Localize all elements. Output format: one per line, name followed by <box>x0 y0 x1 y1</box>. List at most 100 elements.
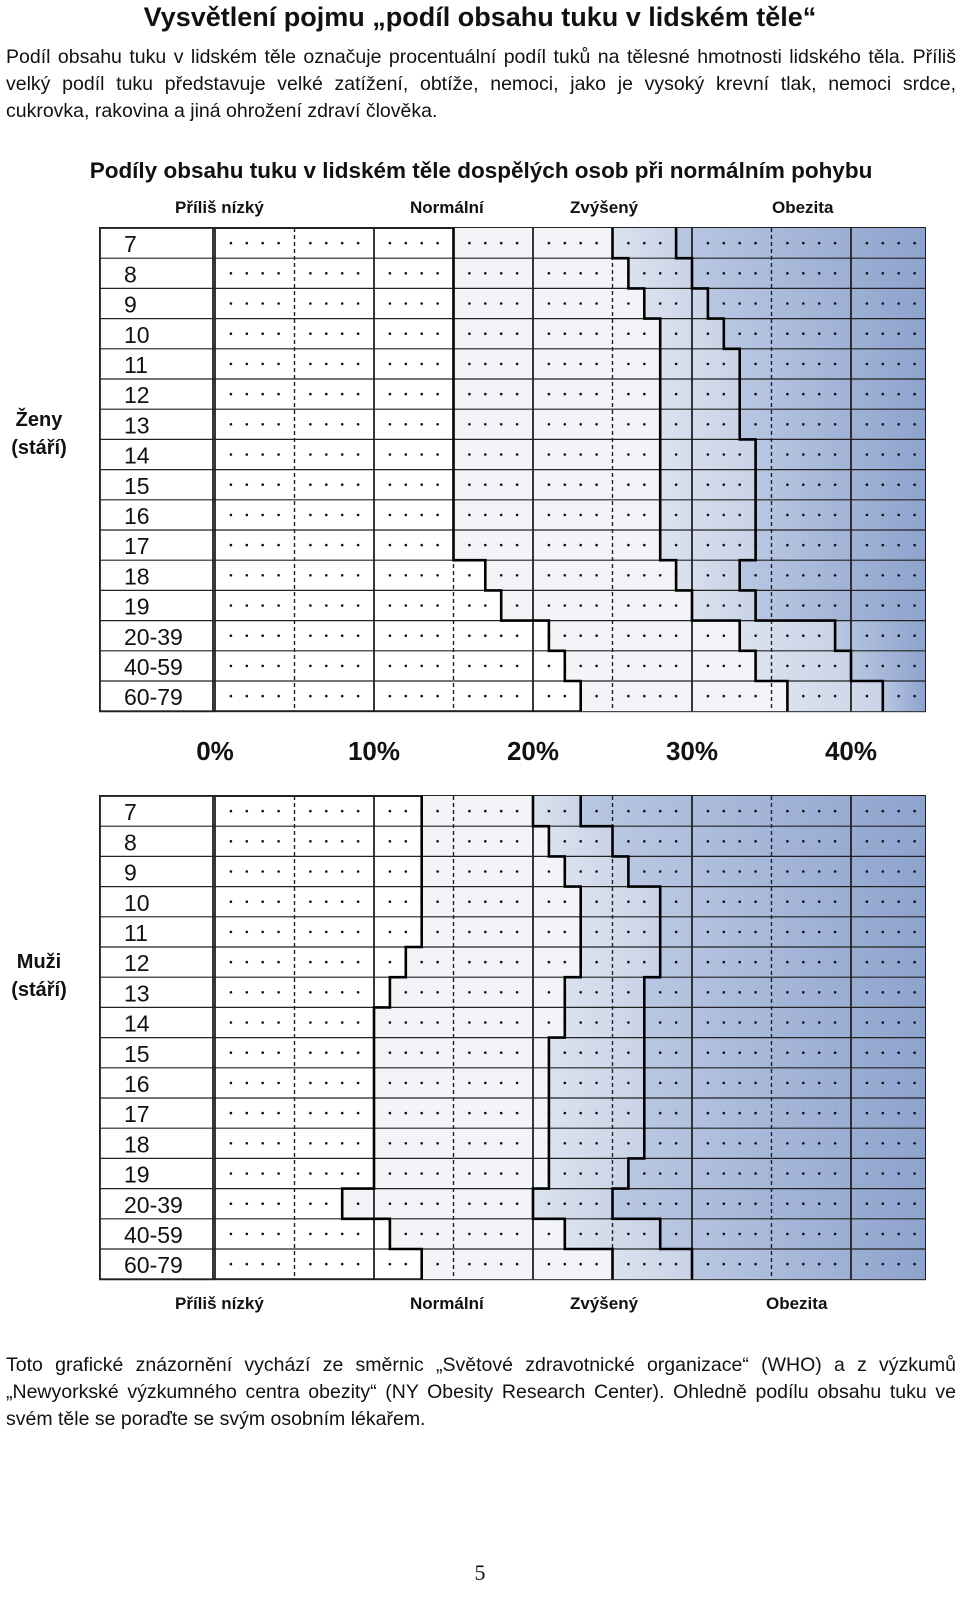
women-dot <box>245 332 249 335</box>
men-dot <box>722 840 726 843</box>
men-dot <box>817 900 821 903</box>
women-dot <box>754 634 757 637</box>
women-dot <box>388 513 392 517</box>
men-dot <box>420 1232 424 1236</box>
women-dot <box>309 272 312 275</box>
women-dot <box>833 453 837 456</box>
men-dot <box>706 1081 710 1085</box>
women-dot <box>356 241 360 245</box>
women-dot <box>881 362 885 366</box>
men-dot <box>913 1262 916 1266</box>
men-dot <box>865 930 869 934</box>
men-dot <box>547 809 551 813</box>
women-dot <box>499 483 503 487</box>
women-dot <box>706 423 710 426</box>
women-dot <box>484 543 487 547</box>
men-dot <box>658 1081 662 1085</box>
men-dot <box>499 840 503 843</box>
men-obesity-zone <box>628 1158 925 1189</box>
men-dot <box>786 900 789 903</box>
women-dot <box>515 332 519 335</box>
women-dot <box>499 332 503 335</box>
men-dot <box>706 1232 710 1236</box>
women-age-label: 9 <box>124 292 137 318</box>
men-dot <box>738 1081 741 1085</box>
women-age-label: 20-39 <box>124 624 183 650</box>
women-dot <box>388 423 392 426</box>
men-dot <box>388 1021 392 1024</box>
men-dot <box>881 1142 885 1145</box>
women-dot <box>277 332 280 335</box>
women-dot <box>261 272 265 275</box>
women-dot <box>786 664 789 668</box>
women-dot <box>802 302 805 305</box>
men-dot <box>356 991 360 994</box>
men-dot <box>340 1021 344 1024</box>
men-dot <box>913 991 916 994</box>
women-dot <box>484 423 487 426</box>
women-obesity-zone <box>707 288 925 319</box>
men-dot <box>754 870 757 873</box>
women-dot <box>627 543 630 547</box>
men-dot <box>865 809 869 813</box>
women-dot <box>340 604 344 607</box>
men-age-label: 15 <box>124 1041 150 1067</box>
women-dot <box>881 604 885 607</box>
men-dot <box>388 960 392 964</box>
women-dot <box>738 483 741 487</box>
men-dot <box>627 1142 630 1145</box>
women-dot <box>579 483 582 487</box>
men-dot <box>674 840 678 843</box>
category-header-top: Příliš nízký Normální Zvýšený Obezita <box>100 198 940 222</box>
men-dot <box>722 1262 726 1266</box>
women-dot <box>643 513 646 517</box>
women-dot <box>484 664 487 668</box>
women-dot <box>563 272 567 275</box>
men-dot <box>229 991 233 994</box>
women-dot <box>436 604 439 607</box>
men-dot <box>563 900 567 903</box>
women-dot <box>468 453 471 456</box>
women-dot <box>643 543 646 547</box>
women-dot <box>340 423 344 426</box>
men-dot <box>404 1111 408 1115</box>
men-dot <box>229 1111 233 1115</box>
women-dot <box>468 574 471 577</box>
men-elevated-zone <box>564 1007 645 1038</box>
men-dot <box>802 1262 805 1266</box>
women-dot <box>229 423 233 426</box>
women-dot <box>786 453 789 456</box>
women-dot <box>897 302 900 305</box>
men-dot <box>658 840 662 843</box>
men-dot <box>420 1202 424 1205</box>
men-dot <box>833 900 837 903</box>
men-dot <box>356 930 360 934</box>
men-dot <box>436 1142 439 1145</box>
women-dot <box>643 453 646 456</box>
women-dot <box>802 694 805 698</box>
women-dot <box>563 392 567 396</box>
women-dot <box>738 332 741 335</box>
women-dot <box>802 362 805 366</box>
men-dot <box>595 1142 598 1145</box>
men-dot <box>325 1262 328 1266</box>
men-dot <box>340 870 344 873</box>
women-dot <box>261 513 265 517</box>
men-dot <box>627 1111 630 1115</box>
women-age-label: 11 <box>124 352 148 378</box>
women-dot <box>913 392 916 396</box>
men-dot <box>913 1051 916 1054</box>
men-dot <box>865 1172 869 1175</box>
men-age-label: 40-59 <box>124 1222 183 1248</box>
category-header-bottom: Příliš nízký Normální Zvýšený Obezita <box>100 1294 940 1318</box>
women-dot <box>356 543 360 547</box>
men-dot <box>627 991 630 994</box>
men-dot <box>229 960 233 964</box>
women-dot <box>325 423 328 426</box>
men-dot <box>563 1051 567 1054</box>
women-dot <box>595 423 598 426</box>
women-dot <box>277 574 280 577</box>
men-dot <box>627 930 630 934</box>
women-dot <box>309 302 312 305</box>
men-dot <box>388 1111 392 1115</box>
